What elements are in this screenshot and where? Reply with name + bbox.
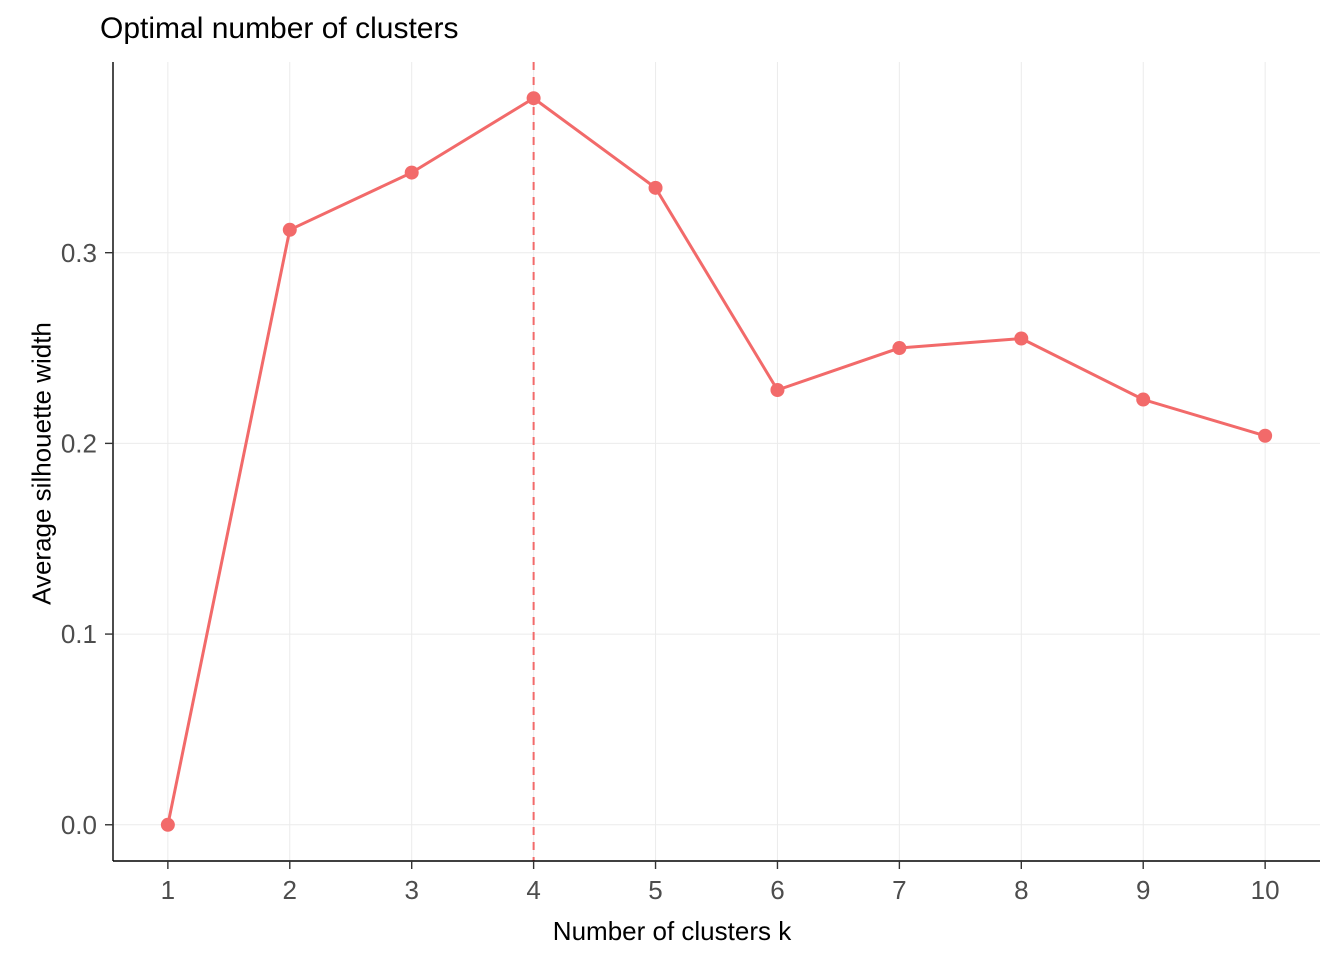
- x-tick-label: 2: [283, 875, 297, 905]
- x-tick-label: 8: [1014, 875, 1028, 905]
- data-point: [649, 181, 663, 195]
- x-axis-title: Number of clusters k: [0, 916, 1344, 947]
- data-point: [527, 91, 541, 105]
- y-tick-label: 0.3: [61, 238, 97, 268]
- y-tick-label: 0.1: [61, 619, 97, 649]
- y-tick-label: 0.2: [61, 428, 97, 458]
- x-tick-label: 1: [161, 875, 175, 905]
- data-point: [1136, 393, 1150, 407]
- data-point: [405, 166, 419, 180]
- panel-background: [113, 62, 1320, 861]
- y-axis-title: Average silhouette width: [27, 314, 58, 614]
- x-tick-label: 7: [892, 875, 906, 905]
- data-point: [161, 818, 175, 832]
- x-tick-label: 4: [526, 875, 540, 905]
- x-tick-label: 10: [1251, 875, 1280, 905]
- x-tick-label: 5: [648, 875, 662, 905]
- data-point: [892, 341, 906, 355]
- data-point: [1258, 429, 1272, 443]
- chart-title: Optimal number of clusters: [100, 12, 458, 46]
- y-tick-label: 0.0: [61, 810, 97, 840]
- x-tick-label: 3: [404, 875, 418, 905]
- data-point: [283, 223, 297, 237]
- x-tick-label: 9: [1136, 875, 1150, 905]
- chart-svg: 1 2 3 4 5 6 7 8 9 10 0.0 0.1 0.2 0.3: [0, 0, 1344, 960]
- chart-container: Optimal number of clusters Average silho…: [0, 0, 1344, 960]
- x-tick-label: 6: [770, 875, 784, 905]
- data-point: [1014, 332, 1028, 346]
- data-point: [770, 383, 784, 397]
